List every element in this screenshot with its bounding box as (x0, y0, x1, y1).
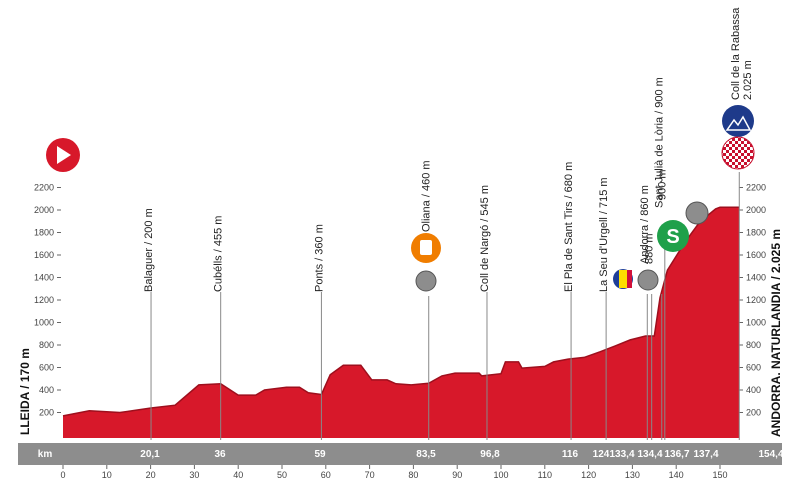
waypoint-km: 36 (214, 449, 226, 460)
waste-icon (415, 270, 437, 292)
waypoint-label: El Pla de Sant Tirs / 680 m (563, 162, 575, 292)
waypoint-label: Balaguer / 200 m (143, 208, 155, 292)
y-tick-label: 1600 (34, 250, 54, 260)
y-tick-label: 1800 (34, 228, 54, 238)
y-tick-label: 200 (39, 408, 54, 418)
waypoint-km: 116 (562, 449, 579, 460)
waypoint-km: 154,4 (758, 449, 783, 460)
y2-tick-label: 2000 (746, 205, 766, 215)
y2-tick-label: 1000 (746, 318, 766, 328)
y2-tick-label: 400 (746, 385, 761, 395)
profile-fill (63, 207, 740, 438)
y2-tick-label: 1200 (746, 295, 766, 305)
y-tick-label: 2200 (34, 183, 54, 193)
x-tick-label: 70 (365, 470, 375, 480)
x-tick-label: 40 (233, 470, 243, 480)
y2-tick-label: 1600 (746, 250, 766, 260)
km-band (18, 443, 782, 465)
waypoint-sublabel: 2.025 m (742, 60, 754, 100)
y2-tick-label: 1400 (746, 273, 766, 283)
waypoint-label: Andorra / 860 m (639, 185, 651, 264)
x-axis-label: km (38, 449, 53, 460)
waypoint-km: 136,7 (664, 449, 689, 460)
y-tick-label: 1200 (34, 295, 54, 305)
x-tick-label: 0 (60, 470, 65, 480)
x-tick-label: 10 (102, 470, 112, 480)
y2-tick-label: 600 (746, 363, 761, 373)
waypoint-km: 133,4 (609, 449, 634, 460)
climb-icon (722, 105, 754, 137)
x-tick-label: 150 (712, 470, 727, 480)
icons: S (46, 105, 755, 292)
x-tick-label: 50 (277, 470, 287, 480)
x-tick-label: 20 (146, 470, 156, 480)
flag-mid (619, 270, 627, 288)
waypoint-km: 59 (314, 449, 326, 460)
x-tick-label: 140 (669, 470, 684, 480)
flag-right (627, 270, 632, 288)
waypoint-label: Ponts / 360 m (313, 224, 325, 292)
waypoint-km: 20,1 (140, 449, 160, 460)
waypoint-km: 124 (593, 449, 610, 460)
feed-bag (420, 240, 432, 255)
x-tick-label: 100 (493, 470, 508, 480)
y-tick-label: 400 (39, 385, 54, 395)
x-tick-label: 80 (408, 470, 418, 480)
x-tick-label: 110 (538, 470, 552, 480)
y-tick-label: 800 (39, 340, 54, 350)
y-tick-label: 1000 (34, 318, 54, 328)
x-tick-label: 30 (189, 470, 199, 480)
sprint-icon (657, 220, 689, 252)
waypoint-label: 880 m (644, 233, 656, 264)
finish-icon (721, 136, 755, 170)
waypoint-km: 83,5 (416, 449, 436, 460)
y-tick-label: 1400 (34, 273, 54, 283)
x-tick-label: 90 (452, 470, 462, 480)
x-tick-label: 130 (625, 470, 640, 480)
start-arrow (57, 146, 71, 164)
waypoint-label: Cubélls / 455 m (213, 216, 225, 292)
waste-icon (637, 269, 659, 291)
waypoint-km: 137,4 (693, 449, 718, 460)
waypoint-km: 96,8 (480, 449, 500, 460)
y2-tick-label: 200 (746, 408, 761, 418)
climb-mountain (725, 115, 752, 131)
waste-icon (685, 201, 709, 225)
waypoint-km: 134,4 (637, 449, 662, 460)
waypoint-label: La Seu d'Urgell / 715 m (598, 177, 610, 292)
waypoint-label: 900 m (657, 169, 669, 200)
x-tick-label: 60 (321, 470, 331, 480)
y2-tick-label: 1800 (746, 228, 766, 238)
y-tick-label: 2000 (34, 205, 54, 215)
x-tick-label: 120 (581, 470, 596, 480)
y-tick-label: 600 (39, 363, 54, 373)
waypoint-label: Sant Julià de Lòria / 900 m (654, 77, 666, 208)
waypoint-label: Coll de la Rabassa (730, 7, 742, 100)
sprint-letter: S (666, 226, 679, 248)
waypoint-label: Oliana / 460 m (421, 160, 433, 232)
y2-tick-label: 800 (746, 340, 761, 350)
y2-tick-label: 2200 (746, 183, 766, 193)
profile-line (62, 206, 740, 417)
end-label: ANDORRA. NATURLANDIA / 2.025 m (769, 229, 783, 437)
start-label: LLEIDA / 170 m (18, 348, 32, 435)
waypoint-label: Coll de Nargó / 545 m (479, 185, 491, 292)
